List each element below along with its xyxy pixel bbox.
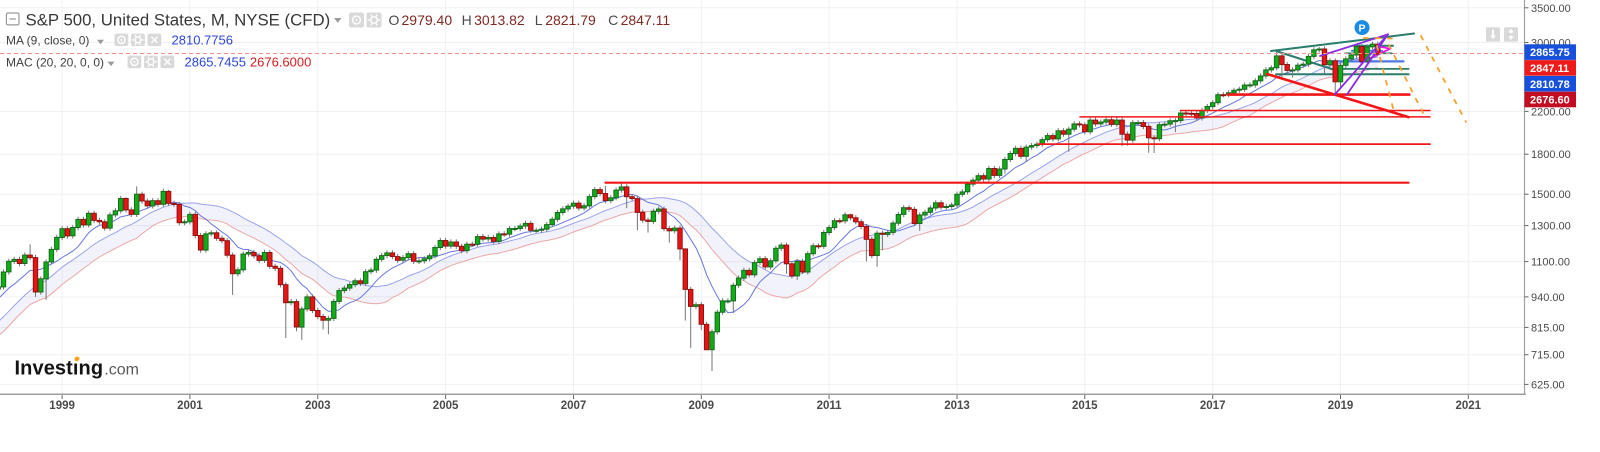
svg-text:L: L [535, 12, 543, 28]
svg-text:625.00: 625.00 [1531, 379, 1565, 391]
svg-text:2676.6000: 2676.6000 [250, 54, 311, 69]
svg-text:2005: 2005 [433, 400, 459, 412]
svg-text:1500.00: 1500.00 [1531, 189, 1571, 201]
svg-text:1800.00: 1800.00 [1531, 149, 1571, 161]
svg-text:2810.7756: 2810.7756 [172, 33, 233, 48]
svg-text:Investıng: Investıng [15, 358, 104, 380]
svg-text:H: H [462, 12, 472, 28]
svg-text:1100.00: 1100.00 [1531, 257, 1570, 269]
svg-text:3500.00: 3500.00 [1531, 3, 1571, 15]
svg-text:2847.11: 2847.11 [621, 12, 671, 28]
svg-text:MAC (20, 20, 0, 0): MAC (20, 20, 0, 0) [6, 55, 104, 69]
svg-text:1999: 1999 [49, 400, 75, 412]
svg-text:2979.40: 2979.40 [402, 12, 453, 28]
svg-text:C: C [608, 12, 618, 28]
svg-text:2865.75: 2865.75 [1530, 47, 1570, 59]
svg-text:815.00: 815.00 [1531, 322, 1565, 334]
svg-text:O: O [389, 12, 400, 28]
svg-text:2019: 2019 [1328, 400, 1354, 412]
svg-text:3013.82: 3013.82 [474, 12, 525, 28]
svg-text:2013: 2013 [944, 400, 970, 412]
svg-text:2865.7455: 2865.7455 [185, 54, 246, 69]
svg-text:1300.00: 1300.00 [1531, 221, 1571, 233]
svg-text:2810.78: 2810.78 [1530, 79, 1570, 91]
svg-text:MA (9, close, 0): MA (9, close, 0) [6, 34, 89, 48]
svg-text:2847.11: 2847.11 [1530, 63, 1569, 75]
svg-text:P: P [1358, 22, 1365, 34]
svg-text:2676.60: 2676.60 [1530, 95, 1570, 107]
svg-text:2001: 2001 [177, 400, 203, 412]
svg-text:2007: 2007 [561, 400, 587, 412]
svg-text:.com: .com [104, 362, 139, 379]
svg-text:2821.79: 2821.79 [545, 12, 596, 28]
svg-text:715.00: 715.00 [1531, 350, 1565, 362]
svg-text:2200.00: 2200.00 [1531, 106, 1571, 118]
svg-text:940.00: 940.00 [1531, 292, 1565, 304]
svg-text:2011: 2011 [817, 400, 843, 412]
svg-text:S&P 500, United States, M, NYS: S&P 500, United States, M, NYSE (CFD) [26, 10, 331, 29]
svg-text:2009: 2009 [689, 400, 715, 412]
svg-text:2015: 2015 [1072, 400, 1098, 412]
svg-text:2021: 2021 [1456, 400, 1482, 412]
svg-text:2003: 2003 [305, 400, 331, 412]
svg-text:2017: 2017 [1200, 400, 1226, 412]
